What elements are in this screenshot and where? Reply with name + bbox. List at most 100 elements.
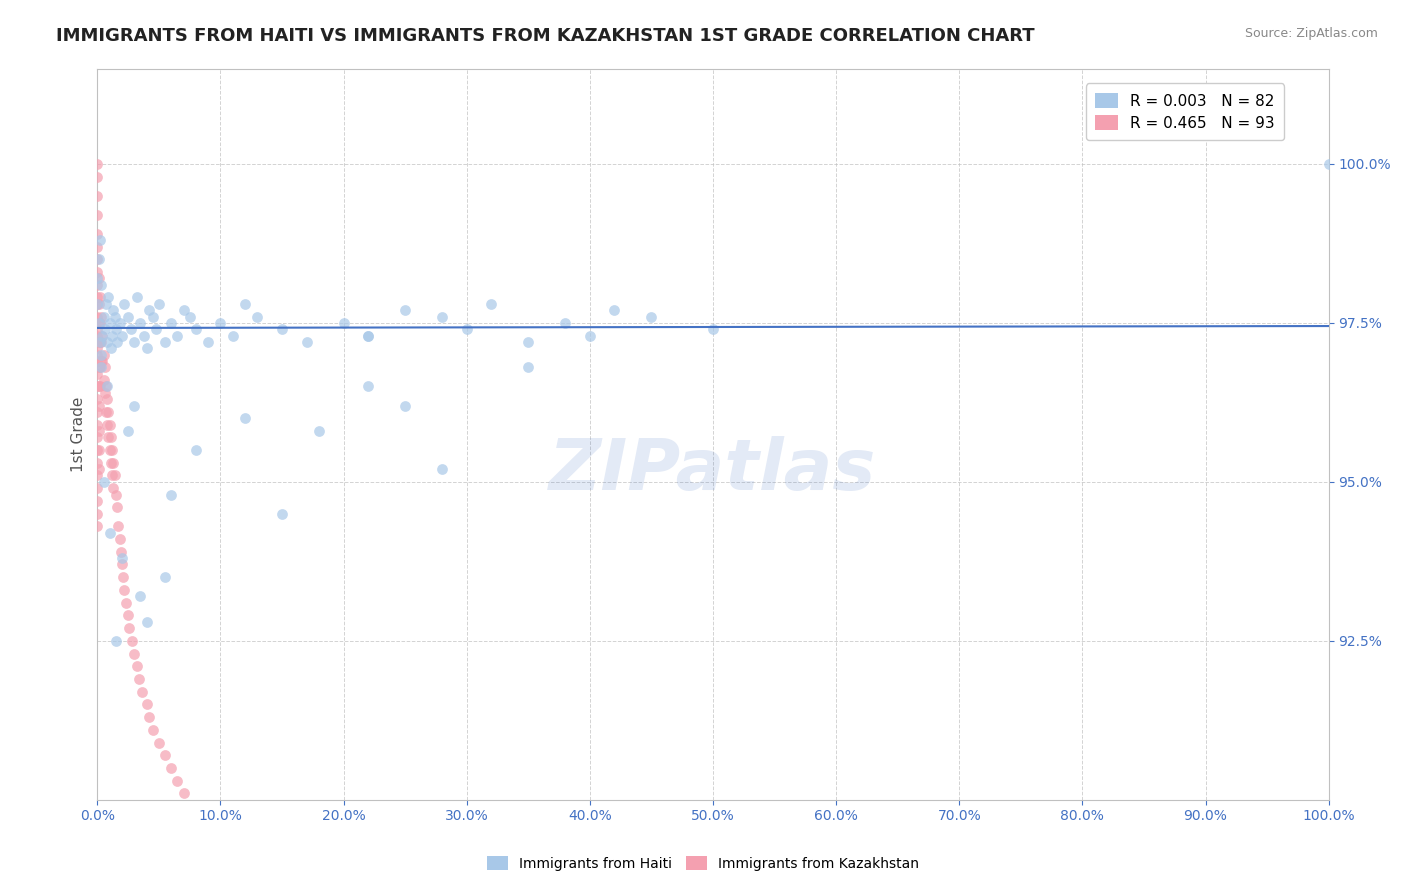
Text: Source: ZipAtlas.com: Source: ZipAtlas.com <box>1244 27 1378 40</box>
Point <box>111 328 134 343</box>
Point <box>233 411 256 425</box>
Point <box>86 328 108 343</box>
Point <box>86 341 108 355</box>
Point <box>90 354 112 368</box>
Text: IMMIGRANTS FROM HAITI VS IMMIGRANTS FROM KAZAKHSTAN 1ST GRADE CORRELATION CHART: IMMIGRANTS FROM HAITI VS IMMIGRANTS FROM… <box>56 27 1035 45</box>
Point <box>105 500 128 515</box>
Point <box>295 334 318 349</box>
Point <box>86 227 108 241</box>
Point <box>108 532 131 546</box>
Point <box>86 481 108 495</box>
Point <box>173 786 195 800</box>
Point <box>1317 157 1340 171</box>
Point <box>554 316 576 330</box>
Point <box>86 417 108 432</box>
Point <box>135 341 157 355</box>
Point <box>142 723 165 737</box>
Point <box>160 316 183 330</box>
Point <box>96 334 118 349</box>
Point <box>103 303 125 318</box>
Point <box>184 322 207 336</box>
Point <box>112 570 135 584</box>
Point <box>640 310 662 324</box>
Point <box>89 290 111 304</box>
Point <box>222 328 245 343</box>
Point <box>118 621 141 635</box>
Point <box>97 430 120 444</box>
Point <box>131 684 153 698</box>
Point <box>96 379 118 393</box>
Point <box>86 322 108 336</box>
Point <box>87 360 110 375</box>
Point <box>93 348 115 362</box>
Point <box>86 405 108 419</box>
Point <box>86 519 108 533</box>
Point <box>89 360 111 375</box>
Point <box>86 379 108 393</box>
Point <box>87 462 110 476</box>
Point <box>98 525 121 540</box>
Point <box>124 647 146 661</box>
Point <box>166 773 188 788</box>
Point <box>308 424 330 438</box>
Point <box>129 589 152 603</box>
Point <box>117 424 139 438</box>
Point <box>153 748 176 763</box>
Point <box>579 328 602 343</box>
Point <box>271 322 294 336</box>
Point <box>87 271 110 285</box>
Point <box>124 334 146 349</box>
Point <box>166 328 188 343</box>
Point <box>101 328 124 343</box>
Point <box>114 297 136 311</box>
Point <box>394 303 416 318</box>
Point <box>430 310 453 324</box>
Point <box>101 443 124 458</box>
Point <box>96 417 118 432</box>
Point <box>517 334 540 349</box>
Point <box>93 373 115 387</box>
Point <box>86 252 108 267</box>
Point <box>430 462 453 476</box>
Point <box>89 334 111 349</box>
Point <box>86 169 108 184</box>
Point <box>90 360 112 375</box>
Point <box>90 310 112 324</box>
Point <box>148 735 170 749</box>
Point <box>129 316 152 330</box>
Point <box>456 322 478 336</box>
Point <box>197 334 219 349</box>
Point <box>702 322 724 336</box>
Point <box>111 551 134 566</box>
Text: ZIPatlas: ZIPatlas <box>550 436 877 505</box>
Point <box>114 582 136 597</box>
Point <box>98 417 121 432</box>
Point <box>104 633 127 648</box>
Point <box>117 608 139 623</box>
Point <box>87 443 110 458</box>
Point <box>86 297 108 311</box>
Point <box>134 328 156 343</box>
Point <box>86 430 108 444</box>
Point <box>138 710 160 724</box>
Point <box>87 297 110 311</box>
Point <box>160 487 183 501</box>
Point <box>121 633 143 648</box>
Point <box>86 392 108 406</box>
Point <box>117 310 139 324</box>
Point <box>135 615 157 629</box>
Point <box>135 698 157 712</box>
Point <box>128 672 150 686</box>
Point <box>94 379 117 393</box>
Point <box>100 430 122 444</box>
Point <box>114 596 136 610</box>
Point <box>86 239 108 253</box>
Point <box>87 252 110 267</box>
Point <box>91 328 114 343</box>
Point <box>86 456 108 470</box>
Point <box>105 334 128 349</box>
Point <box>87 379 110 393</box>
Point <box>357 328 380 343</box>
Point <box>86 348 108 362</box>
Point <box>246 310 269 324</box>
